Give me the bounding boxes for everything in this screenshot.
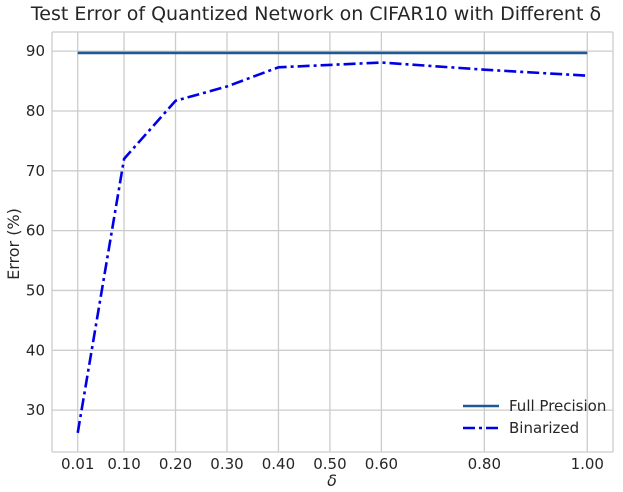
series-line-binarized — [76, 61, 588, 434]
y-tick-label: 90 — [26, 42, 45, 60]
x-tick-label: 0.50 — [313, 455, 346, 473]
x-tick-label: 1.00 — [571, 455, 604, 473]
legend: Full Precision Binarized — [463, 397, 606, 437]
tick-labels: 0.01 0.10 0.20 0.30 0.40 0.50 0.60 0.80 1.00 30 40… — [26, 42, 604, 473]
y-tick-label: 60 — [26, 222, 45, 240]
legend-label: Binarized — [509, 419, 579, 437]
x-tick-label: 0.40 — [262, 455, 295, 473]
y-tick-label: 30 — [26, 401, 45, 419]
y-tick-label: 40 — [26, 341, 45, 359]
chart-title: Test Error of Quantized Network on CIFAR… — [30, 3, 601, 25]
y-axis-label: Error (%) — [4, 208, 23, 280]
x-axis-label: δ — [327, 471, 337, 490]
legend-label: Full Precision — [509, 397, 606, 415]
x-tick-label: 0.10 — [107, 455, 140, 473]
x-tick-label: 0.60 — [365, 455, 398, 473]
grid — [51, 31, 614, 453]
series-layer — [76, 51, 588, 434]
y-tick-label: 50 — [26, 281, 45, 299]
y-tick-label: 80 — [26, 102, 45, 120]
x-tick-label: 0.01 — [61, 455, 94, 473]
x-tick-label: 0.30 — [210, 455, 243, 473]
y-tick-label: 70 — [26, 162, 45, 180]
x-tick-label: 0.20 — [159, 455, 192, 473]
x-tick-label: 0.80 — [468, 455, 501, 473]
